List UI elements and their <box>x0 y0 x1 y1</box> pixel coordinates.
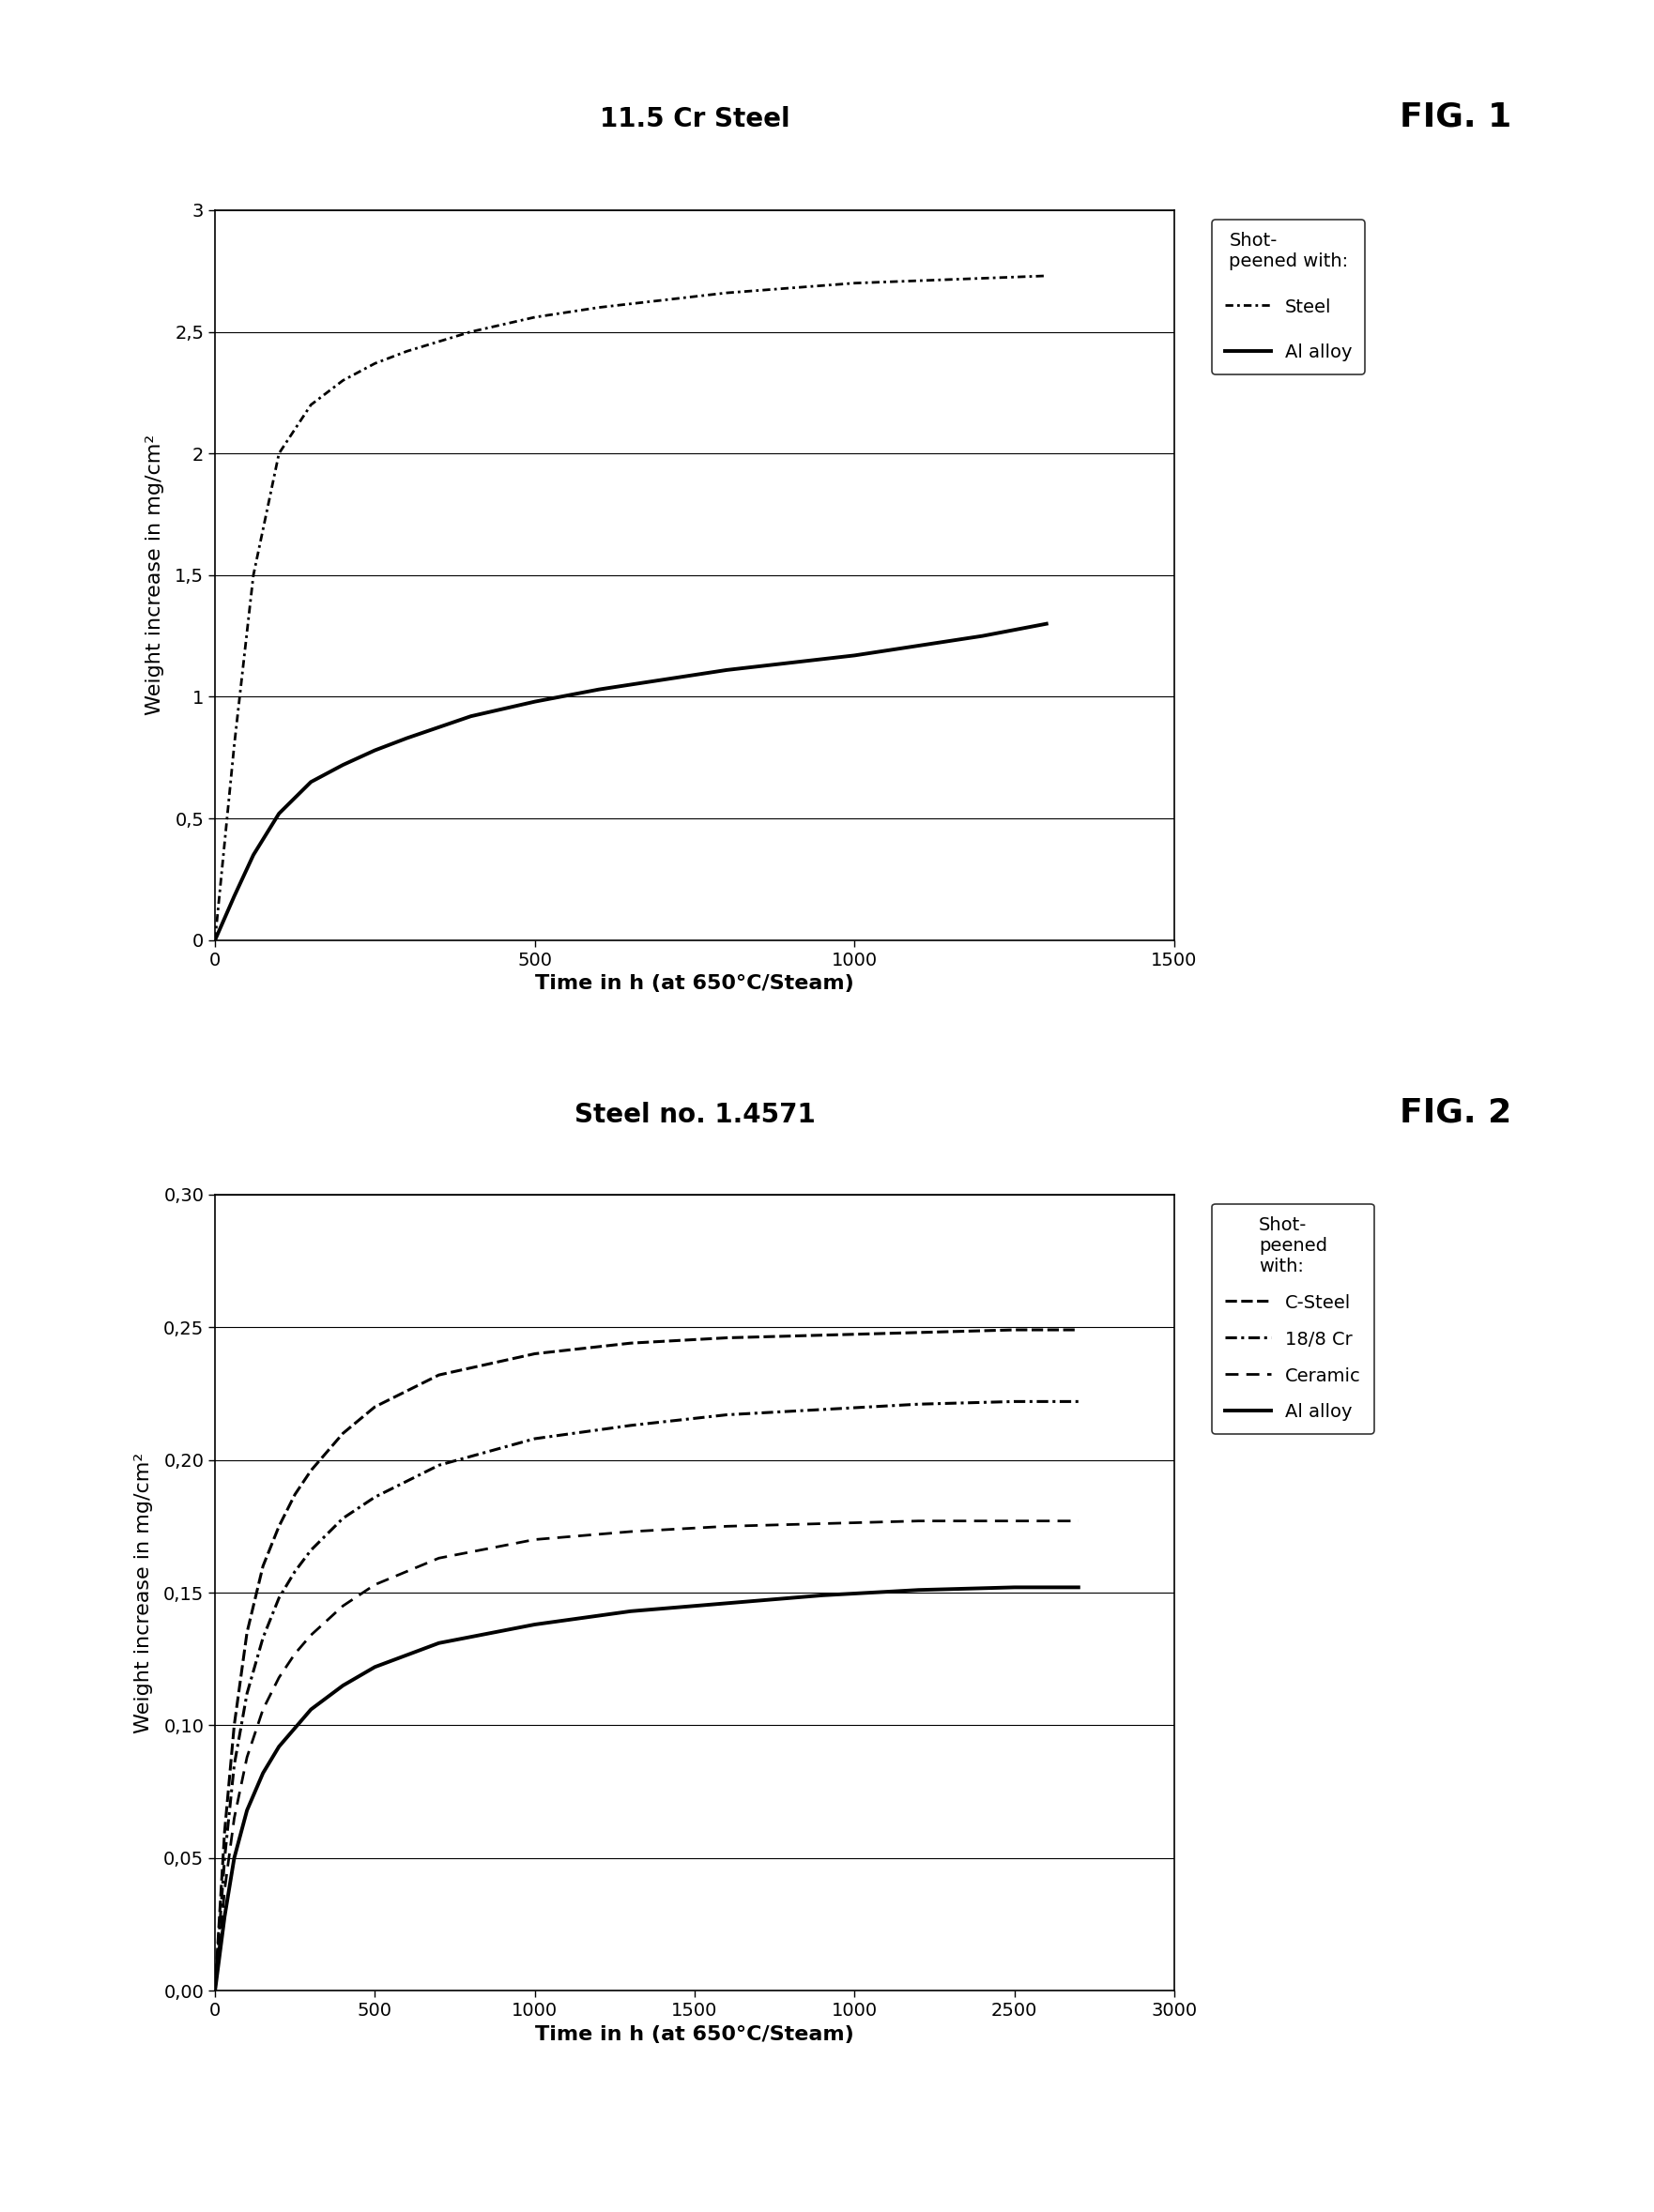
Legend: Steel, Al alloy: Steel, Al alloy <box>1212 219 1365 374</box>
X-axis label: Time in h (at 650°C/Steam): Time in h (at 650°C/Steam) <box>536 973 853 993</box>
X-axis label: Time in h (at 650°C/Steam): Time in h (at 650°C/Steam) <box>536 2024 853 2044</box>
Legend: C-Steel, 18/8 Cr, Ceramic, Al alloy: C-Steel, 18/8 Cr, Ceramic, Al alloy <box>1212 1203 1374 1433</box>
Text: 11.5 Cr Steel: 11.5 Cr Steel <box>600 106 789 133</box>
Text: FIG. 1: FIG. 1 <box>1399 102 1512 133</box>
Text: FIG. 2: FIG. 2 <box>1399 1097 1512 1128</box>
Y-axis label: Weight increase in mg/cm²: Weight increase in mg/cm² <box>134 1453 152 1732</box>
Text: Steel no. 1.4571: Steel no. 1.4571 <box>574 1102 815 1128</box>
Y-axis label: Weight increase in mg/cm²: Weight increase in mg/cm² <box>146 436 164 714</box>
